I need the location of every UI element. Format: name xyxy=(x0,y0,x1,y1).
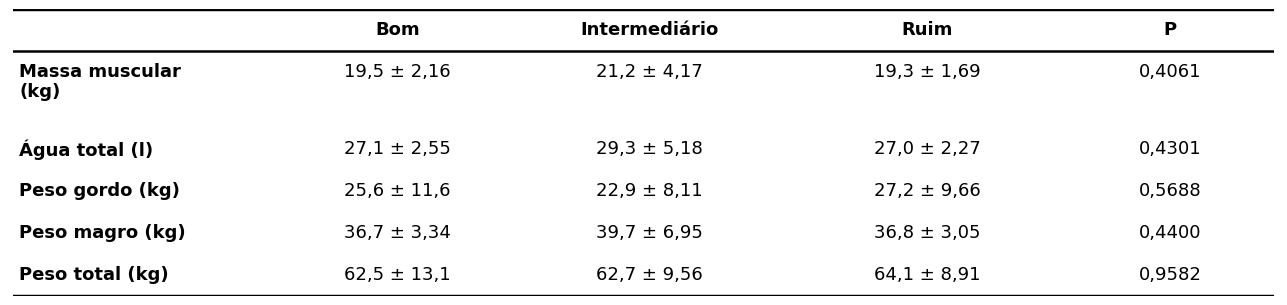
Text: 36,8 ± 3,05: 36,8 ± 3,05 xyxy=(874,224,981,242)
Text: 29,3 ± 5,18: 29,3 ± 5,18 xyxy=(596,140,703,158)
Text: 0,5688: 0,5688 xyxy=(1139,182,1201,200)
Text: 62,5 ± 13,1: 62,5 ± 13,1 xyxy=(344,266,450,284)
Text: 22,9 ± 8,11: 22,9 ± 8,11 xyxy=(596,182,703,200)
Text: 0,9582: 0,9582 xyxy=(1139,266,1202,284)
Text: 19,3 ± 1,69: 19,3 ± 1,69 xyxy=(874,63,981,81)
Text: 0,4400: 0,4400 xyxy=(1139,224,1201,242)
Text: 62,7 ± 9,56: 62,7 ± 9,56 xyxy=(596,266,703,284)
Text: 0,4301: 0,4301 xyxy=(1139,140,1201,158)
Text: Intermediário: Intermediário xyxy=(580,21,719,39)
Text: 27,0 ± 2,27: 27,0 ± 2,27 xyxy=(874,140,981,158)
Text: 27,2 ± 9,66: 27,2 ± 9,66 xyxy=(874,182,981,200)
Text: 39,7 ± 6,95: 39,7 ± 6,95 xyxy=(596,224,703,242)
Text: Bom: Bom xyxy=(376,21,420,39)
Text: 21,2 ± 4,17: 21,2 ± 4,17 xyxy=(596,63,703,81)
Text: Peso magro (kg): Peso magro (kg) xyxy=(19,224,185,242)
Text: Massa muscular
(kg): Massa muscular (kg) xyxy=(19,63,181,102)
Text: Peso total (kg): Peso total (kg) xyxy=(19,266,169,284)
Text: Água total (l): Água total (l) xyxy=(19,139,153,160)
Text: 27,1 ± 2,55: 27,1 ± 2,55 xyxy=(344,140,450,158)
Text: 25,6 ± 11,6: 25,6 ± 11,6 xyxy=(345,182,450,200)
Text: 36,7 ± 3,34: 36,7 ± 3,34 xyxy=(344,224,450,242)
Text: P: P xyxy=(1163,21,1176,39)
Text: 64,1 ± 8,91: 64,1 ± 8,91 xyxy=(874,266,981,284)
Text: 19,5 ± 2,16: 19,5 ± 2,16 xyxy=(344,63,450,81)
Text: Peso gordo (kg): Peso gordo (kg) xyxy=(19,182,180,200)
Text: Ruim: Ruim xyxy=(902,21,952,39)
Text: 0,4061: 0,4061 xyxy=(1139,63,1201,81)
